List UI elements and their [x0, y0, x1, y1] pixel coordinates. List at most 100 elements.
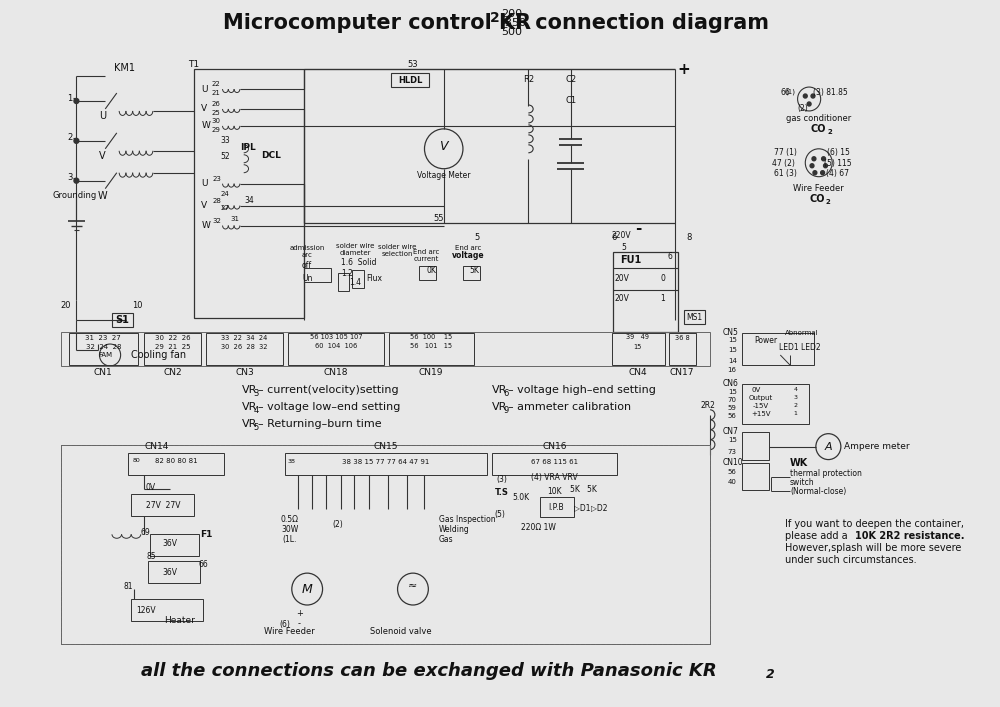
Text: -: -: [298, 619, 301, 629]
Bar: [391, 73, 429, 87]
Bar: [285, 452, 487, 474]
Text: 0V: 0V: [752, 387, 761, 393]
Text: 220Ω 1W: 220Ω 1W: [521, 522, 555, 532]
Text: 38 38 15 77 77 64 47 91: 38 38 15 77 77 64 47 91: [342, 459, 430, 464]
Text: 5K   5K: 5K 5K: [570, 485, 597, 494]
Text: CN18: CN18: [324, 368, 348, 378]
Text: CN14: CN14: [145, 442, 169, 451]
Text: 69: 69: [141, 528, 151, 537]
Text: 56: 56: [728, 469, 737, 474]
Text: WK: WK: [790, 457, 808, 467]
Bar: [389, 333, 474, 365]
Text: (2): (2): [333, 520, 343, 529]
Bar: [288, 333, 384, 365]
Text: 31  23  27: 31 23 27: [85, 335, 121, 341]
Text: 33: 33: [221, 136, 230, 146]
Text: Heater: Heater: [164, 617, 195, 626]
Text: Gas Inspection: Gas Inspection: [439, 515, 496, 524]
Text: switch: switch: [790, 478, 815, 487]
Text: T1: T1: [188, 59, 199, 69]
Text: 32: 32: [212, 218, 221, 223]
Bar: [194, 69, 304, 318]
Circle shape: [822, 157, 825, 160]
Text: CN3: CN3: [235, 368, 254, 378]
Text: -15V: -15V: [753, 403, 769, 409]
Text: F1: F1: [200, 530, 212, 539]
Text: C2: C2: [565, 74, 576, 83]
Text: 66: 66: [198, 560, 208, 568]
Text: – ammeter calibration: – ammeter calibration: [508, 402, 631, 411]
Text: diameter: diameter: [340, 250, 371, 257]
Text: 70: 70: [728, 397, 737, 403]
Text: +: +: [678, 62, 690, 76]
Text: 20V: 20V: [614, 293, 629, 303]
Text: (5) 115: (5) 115: [824, 159, 852, 168]
Text: – current(velocity)setting: – current(velocity)setting: [258, 385, 399, 395]
Text: 22: 22: [211, 81, 220, 87]
Text: S1: S1: [116, 315, 129, 325]
Text: VR: VR: [242, 385, 257, 395]
Text: 6: 6: [667, 252, 672, 261]
Text: CN4: CN4: [629, 368, 647, 378]
Text: CN19: CN19: [419, 368, 443, 378]
Bar: [612, 333, 665, 365]
Text: 5K: 5K: [470, 266, 479, 275]
Text: ≈: ≈: [408, 581, 418, 591]
Text: VR: VR: [242, 402, 257, 411]
Text: W: W: [201, 122, 210, 130]
Text: CN15: CN15: [374, 442, 398, 451]
Text: 66: 66: [780, 88, 790, 97]
Bar: [742, 333, 814, 365]
Text: (5): (5): [494, 510, 505, 519]
Circle shape: [74, 178, 79, 183]
Text: connection diagram: connection diagram: [528, 13, 769, 33]
Text: CN7: CN7: [723, 427, 738, 436]
Bar: [492, 452, 617, 474]
Text: CO: CO: [811, 124, 826, 134]
Text: Un: Un: [302, 274, 312, 283]
Text: 15: 15: [634, 344, 642, 350]
Text: 24: 24: [220, 191, 229, 197]
Text: I.P.B: I.P.B: [548, 503, 564, 512]
Text: Wire Feeder: Wire Feeder: [264, 627, 315, 636]
Text: 29  21  25: 29 21 25: [155, 344, 190, 350]
Text: Gas: Gas: [439, 534, 454, 544]
Text: 80: 80: [132, 458, 140, 463]
Text: 15: 15: [728, 347, 737, 353]
Text: 10: 10: [132, 300, 143, 310]
Text: 30  22  26: 30 22 26: [155, 335, 190, 341]
Text: – Returning–burn time: – Returning–burn time: [258, 419, 382, 428]
Text: under such circumstances.: under such circumstances.: [785, 555, 917, 565]
Text: 200: 200: [501, 9, 523, 19]
Text: (3) 81.85: (3) 81.85: [813, 88, 848, 97]
Text: 6: 6: [611, 233, 617, 242]
Text: ▷D1: ▷D1: [574, 503, 590, 512]
Text: M: M: [302, 583, 313, 595]
Text: 2: 2: [794, 403, 798, 409]
Text: W: W: [201, 221, 210, 230]
Text: 47 (2): 47 (2): [772, 159, 795, 168]
Text: 15: 15: [728, 389, 737, 395]
Text: Flux: Flux: [366, 274, 382, 283]
Text: (2): (2): [797, 105, 808, 113]
Text: Microcomputer control KR: Microcomputer control KR: [223, 13, 531, 33]
Text: 6: 6: [503, 390, 509, 398]
Text: 1.6  Solid: 1.6 Solid: [341, 258, 377, 267]
Text: 56   101   15: 56 101 15: [410, 343, 452, 349]
Text: CN6: CN6: [723, 380, 738, 388]
Text: MS1: MS1: [687, 312, 703, 322]
Text: KM1: KM1: [114, 63, 135, 73]
Text: 5.0K: 5.0K: [512, 493, 529, 502]
Circle shape: [824, 164, 827, 168]
Bar: [61, 445, 710, 644]
Text: 15: 15: [728, 337, 737, 343]
Text: 67 68 115 61: 67 68 115 61: [531, 459, 578, 464]
Text: W: W: [98, 191, 107, 201]
Text: 26: 26: [211, 101, 220, 107]
Text: 85: 85: [147, 551, 156, 561]
Text: Solenoid valve: Solenoid valve: [370, 627, 431, 636]
Text: DCL: DCL: [261, 151, 281, 160]
Text: Abnormal: Abnormal: [785, 330, 818, 336]
Text: 8: 8: [686, 233, 692, 242]
Text: 27: 27: [220, 204, 229, 211]
